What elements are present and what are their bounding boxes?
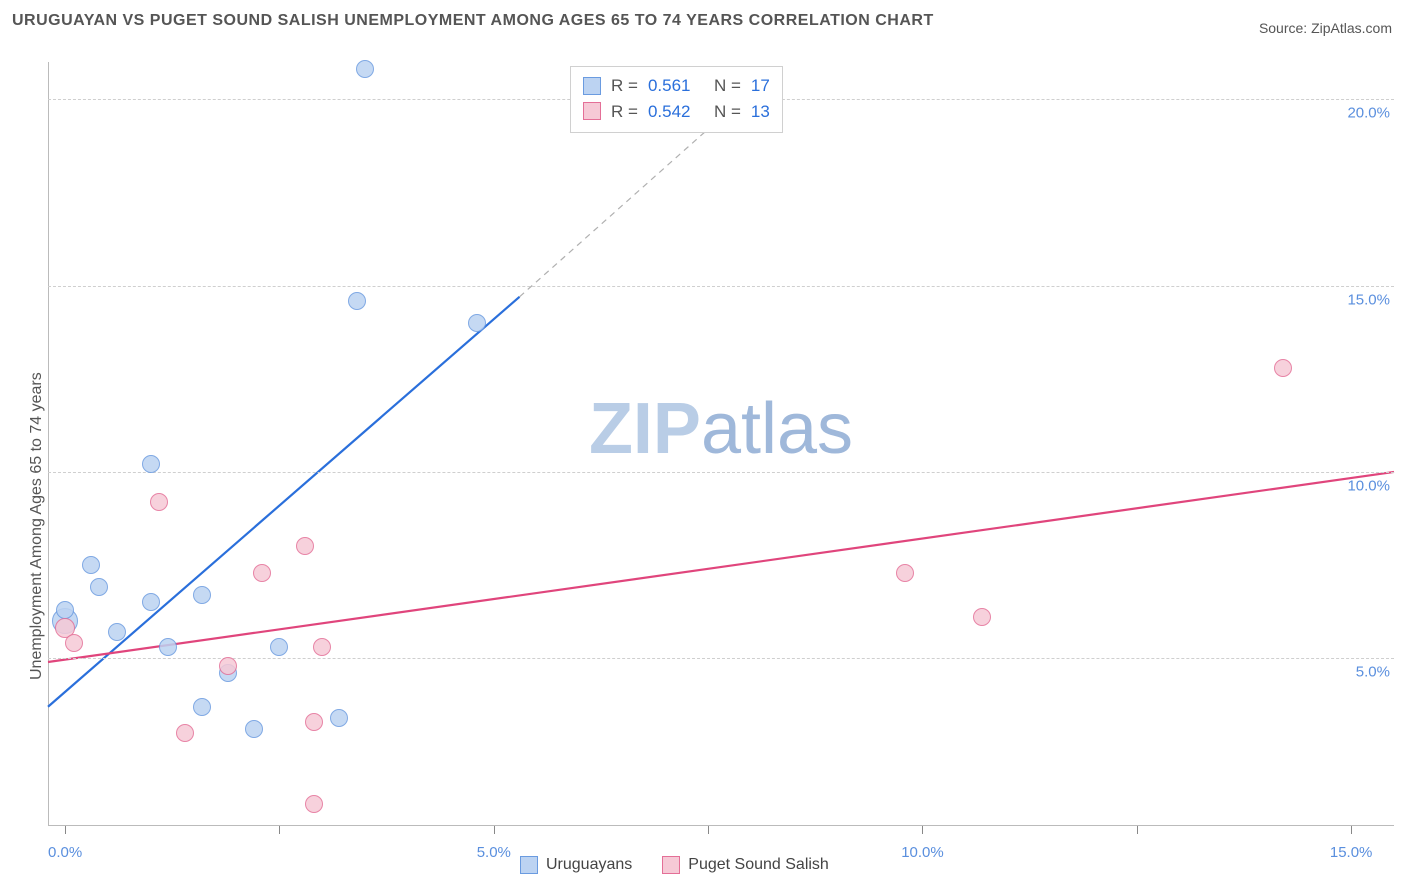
x-tick-label: 15.0% [1330,844,1373,861]
swatch-uruguayans [520,856,538,874]
data-point-uruguayans [356,60,374,78]
n-label: N = [714,73,741,99]
data-point-puget_sound_salish [65,634,83,652]
x-tick [494,826,495,834]
legend-item-puget_sound_salish: Puget Sound Salish [662,856,829,874]
data-point-puget_sound_salish [305,795,323,813]
gridline-horizontal [48,286,1394,287]
data-point-puget_sound_salish [305,713,323,731]
data-point-puget_sound_salish [296,537,314,555]
data-point-puget_sound_salish [313,638,331,656]
data-point-uruguayans [245,720,263,738]
data-point-puget_sound_salish [896,564,914,582]
data-point-uruguayans [193,698,211,716]
swatch-puget_sound_salish [583,102,601,120]
r-label: R = [611,73,638,99]
data-point-uruguayans [142,455,160,473]
x-tick-label: 5.0% [477,844,511,861]
gridline-horizontal [48,658,1394,659]
trend-line [48,472,1394,662]
trend-lines [48,62,1394,826]
y-axis-label: Unemployment Among Ages 65 to 74 years [28,372,46,680]
x-tick-minor [279,826,280,834]
chart-title: URUGUAYAN VS PUGET SOUND SALISH UNEMPLOY… [12,12,934,30]
n-label: N = [714,99,741,125]
data-point-uruguayans [270,638,288,656]
gridline-horizontal [48,472,1394,473]
swatch-puget_sound_salish [662,856,680,874]
r-value: 0.542 [648,99,704,125]
watermark-atlas: atlas [701,389,853,469]
x-axis-line [48,825,1394,826]
x-tick-label: 0.0% [48,844,82,861]
data-point-puget_sound_salish [176,724,194,742]
correlation-stats-box: R = 0.561 N = 17 R = 0.542 N = 13 [570,66,783,133]
x-tick-minor [708,826,709,834]
x-tick [922,826,923,834]
data-point-uruguayans [82,556,100,574]
data-point-puget_sound_salish [219,657,237,675]
stats-row-uruguayans: R = 0.561 N = 17 [583,73,770,99]
x-tick-label: 10.0% [901,844,944,861]
x-tick-minor [1137,826,1138,834]
legend-label: Puget Sound Salish [688,856,829,874]
y-tick-label: 5.0% [1356,664,1390,681]
series-legend: Uruguayans Puget Sound Salish [520,856,829,874]
trend-line [520,129,709,297]
n-value: 13 [751,99,770,125]
legend-item-uruguayans: Uruguayans [520,856,632,874]
data-point-uruguayans [330,709,348,727]
n-value: 17 [751,73,770,99]
source-attribution: Source: ZipAtlas.com [1259,20,1392,36]
y-tick-label: 15.0% [1347,291,1390,308]
data-point-uruguayans [348,292,366,310]
data-point-puget_sound_salish [150,493,168,511]
data-point-uruguayans [56,601,74,619]
data-point-uruguayans [90,578,108,596]
y-tick-label: 20.0% [1347,105,1390,122]
plot-area: ZIPatlas 5.0%10.0%15.0%20.0%0.0%5.0%10.0… [48,62,1394,826]
y-tick-label: 10.0% [1347,477,1390,494]
x-tick [1351,826,1352,834]
r-value: 0.561 [648,73,704,99]
r-label: R = [611,99,638,125]
data-point-uruguayans [193,586,211,604]
data-point-uruguayans [142,593,160,611]
watermark-zip: ZIP [589,389,701,469]
x-tick [65,826,66,834]
data-point-uruguayans [468,314,486,332]
stats-row-puget_sound_salish: R = 0.542 N = 13 [583,99,770,125]
data-point-uruguayans [108,623,126,641]
swatch-uruguayans [583,77,601,95]
data-point-uruguayans [159,638,177,656]
data-point-puget_sound_salish [973,608,991,626]
data-point-puget_sound_salish [253,564,271,582]
legend-label: Uruguayans [546,856,632,874]
watermark: ZIPatlas [589,388,853,470]
data-point-puget_sound_salish [1274,359,1292,377]
y-axis-line [48,62,49,826]
